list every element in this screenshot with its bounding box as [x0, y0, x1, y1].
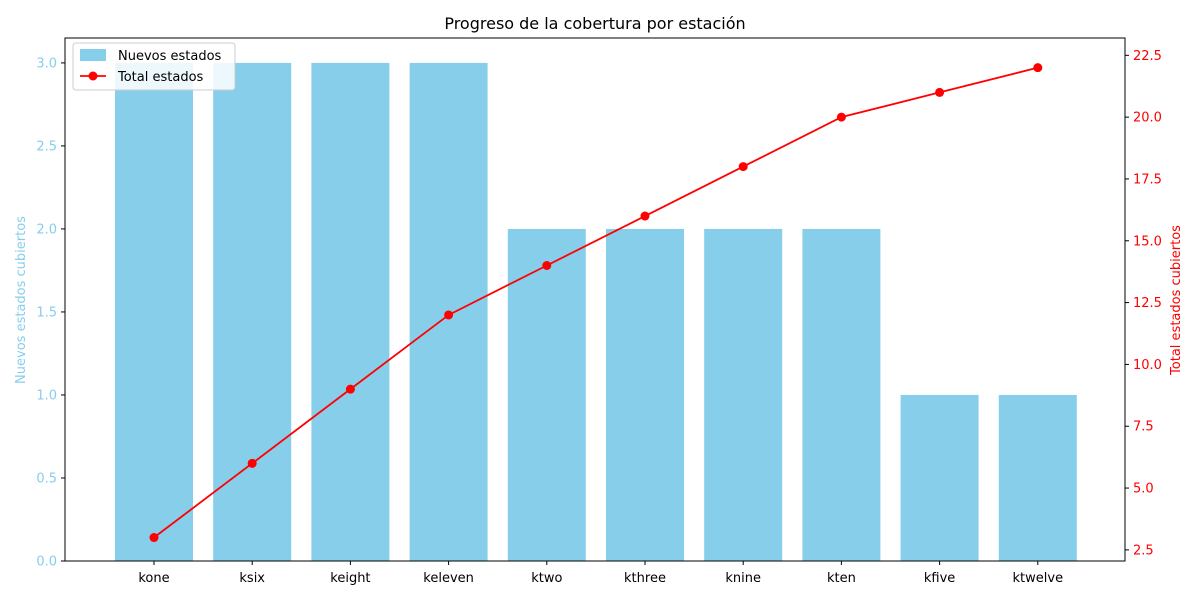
y-right-tick-label: 12.5 [1133, 296, 1162, 311]
point-ktwo [542, 260, 552, 270]
x-tick-label: kfive [924, 571, 955, 586]
bar-ktwo [507, 228, 586, 561]
y-right-tick-label: 17.5 [1133, 172, 1162, 187]
y-right-tick-label: 2.5 [1133, 543, 1154, 558]
line-layer [149, 63, 1043, 543]
point-kten [836, 112, 846, 122]
x-tick-label: kten [827, 571, 856, 586]
y-left-tick-label: 2.0 [36, 222, 57, 237]
y-left-tick-label: 3.0 [36, 56, 57, 71]
x-tick-label: keleven [423, 571, 474, 586]
y-right-tick-label: 10.0 [1133, 358, 1162, 373]
bar-kfive [900, 394, 979, 561]
point-ktwelve [1033, 63, 1043, 73]
point-keleven [444, 310, 454, 320]
x-tick-label: keight [330, 571, 370, 586]
bar-knine [704, 228, 783, 561]
y-left-tick-label: 1.0 [36, 388, 57, 403]
bar-ksix [213, 62, 292, 562]
legend-line-marker [88, 71, 98, 81]
y-right-tick-label: 20.0 [1133, 111, 1162, 126]
legend-box [72, 42, 236, 91]
y-left-tick-label: 1.5 [36, 305, 57, 320]
bar-kone [115, 62, 193, 562]
point-knine [738, 162, 748, 172]
bar-keight [311, 62, 390, 562]
point-kfive [935, 87, 945, 97]
y-left-tick-label: 0.0 [36, 555, 57, 570]
total-line [153, 66, 1039, 539]
y-right-tick-label: 15.0 [1133, 234, 1162, 249]
y-right-tick-label: 7.5 [1133, 420, 1154, 435]
x-tick-label: ktwo [531, 571, 562, 586]
legend-line-label: Total estados [117, 70, 204, 85]
y-left-label: Nuevos estados cubiertos [14, 216, 29, 384]
bar-kten [802, 228, 881, 561]
y-right-label: Total estados cubiertos [1169, 225, 1184, 376]
x-tick-label: knine [725, 571, 761, 586]
y-right-tick-label: 22.5 [1133, 49, 1162, 64]
x-tick-label: ktwelve [1013, 571, 1064, 586]
bar-kthree [606, 228, 684, 561]
axes-layer: kone ksix keight keleven ktwo kthree knine kten… [36, 49, 1162, 586]
point-ksix [247, 458, 257, 468]
y-right-tick-label: 5.0 [1133, 482, 1154, 497]
point-kone [149, 533, 159, 543]
y-left-tick-label: 2.5 [36, 139, 57, 154]
legend-bar-label: Nuevos estados [118, 49, 222, 64]
x-tick-label: ksix [239, 571, 265, 586]
bar-ktwelve [998, 394, 1077, 561]
legend: Nuevos estados Total estados [72, 42, 236, 91]
y-left-tick-label: 0.5 [36, 471, 57, 486]
point-kthree [640, 211, 650, 221]
plot-frame [64, 37, 1126, 562]
chart-title: Progreso de la cobertura por estación [444, 14, 745, 33]
x-tick-label: kthree [624, 571, 666, 586]
legend-bar-swatch [80, 49, 106, 61]
bars-layer [115, 62, 1077, 562]
point-keight [345, 384, 355, 394]
x-tick-label: kone [138, 571, 169, 586]
